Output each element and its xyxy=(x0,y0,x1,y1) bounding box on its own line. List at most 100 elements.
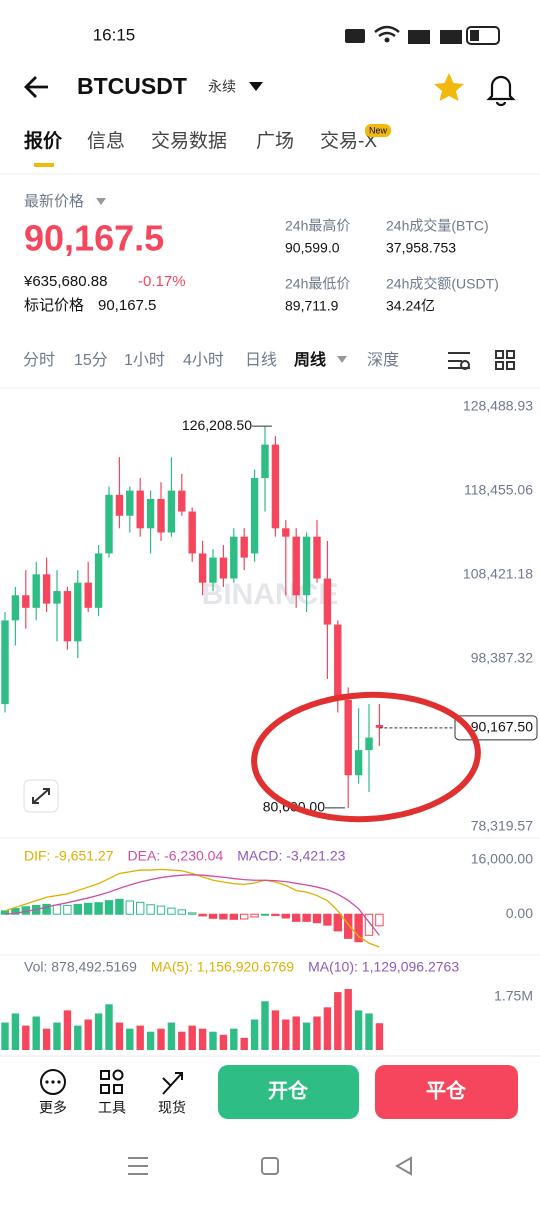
interval[interactable]: 深度 xyxy=(367,351,399,369)
volume-bar xyxy=(1,1022,9,1050)
close-label: 平仓 xyxy=(426,1078,467,1102)
volume-bar xyxy=(167,1022,176,1050)
nav-back[interactable] xyxy=(394,1156,412,1176)
more-button[interactable]: 更多 xyxy=(39,1069,67,1116)
last-price: 90,167.5 xyxy=(24,218,164,259)
volume-bar xyxy=(11,1013,20,1050)
tab[interactable]: 交易-X xyxy=(320,130,377,152)
tab[interactable]: 报价 xyxy=(24,129,63,152)
candle-body xyxy=(271,444,280,529)
candle-body xyxy=(198,553,207,583)
interval[interactable]: 周线 xyxy=(294,350,326,369)
volume-bar xyxy=(261,1001,269,1050)
interval[interactable]: 1小时 xyxy=(124,351,165,369)
interval[interactable]: 日线 xyxy=(245,351,277,369)
volume-bar xyxy=(115,1022,124,1050)
price-dropdown[interactable] xyxy=(96,198,106,205)
candle-body xyxy=(63,591,72,642)
candle-body xyxy=(230,536,238,579)
more-label: 更多 xyxy=(39,1100,67,1116)
y-tick-label: 98,387.32 xyxy=(471,650,533,666)
interval[interactable]: 15分 xyxy=(74,351,108,369)
macd-bar xyxy=(364,913,374,936)
nav-home[interactable] xyxy=(261,1157,279,1175)
macd-bar xyxy=(208,913,218,919)
candle-body xyxy=(167,490,176,533)
indicator-label: MA(5): 1,156,920.6769 xyxy=(151,959,294,975)
macd-bar xyxy=(250,913,259,918)
alert-bell[interactable] xyxy=(486,75,516,107)
interval[interactable]: 分时 xyxy=(23,351,55,369)
candle-body xyxy=(84,582,92,608)
status-icons xyxy=(345,25,500,45)
macd-bar xyxy=(333,913,343,932)
volume-bar xyxy=(230,1028,238,1050)
volume-bar xyxy=(365,1013,373,1050)
candle-body xyxy=(136,490,144,529)
stat-value: 37,958.753 xyxy=(386,240,456,256)
candle-body xyxy=(105,494,113,554)
indicator-label: MA(10): 1,129,096.2763 xyxy=(308,959,459,975)
candle-body xyxy=(250,478,259,554)
back-button[interactable] xyxy=(24,76,48,98)
badge xyxy=(365,124,391,137)
macd-bar xyxy=(156,905,166,915)
close-button[interactable] xyxy=(375,1065,518,1119)
candle-body xyxy=(292,536,300,596)
indicator-label: MACD: -3,421.23 xyxy=(237,848,345,864)
stat-label: 24h最高价 xyxy=(285,218,350,234)
last-price-label: 90,167.50 xyxy=(471,719,533,735)
macd-bar xyxy=(94,902,103,915)
charts: 128,488.93 118,455.06 108,421.18 98,387.32 7… xyxy=(0,398,538,1050)
contract-type[interactable]: 永续 xyxy=(208,79,236,95)
volume-bar xyxy=(136,1025,144,1050)
stat-value: 89,711.9 xyxy=(285,298,339,314)
candle-body xyxy=(32,574,40,608)
volume-bar xyxy=(271,1010,280,1050)
macd-bar xyxy=(344,913,353,939)
indicator-label: DIF: -9,651.27 xyxy=(24,848,114,864)
nav-menu[interactable] xyxy=(128,1157,148,1175)
y-tick-label: 78,319.57 xyxy=(471,818,533,834)
candle-body xyxy=(375,725,384,728)
macd-bar xyxy=(312,913,322,924)
interval[interactable]: 4小时 xyxy=(183,351,224,369)
y-tick-label: 16,000.00 xyxy=(471,851,533,867)
tab[interactable]: 广场 xyxy=(256,130,294,152)
candle-body xyxy=(240,536,248,558)
candle-body xyxy=(53,591,61,604)
y-tick-label: 108,421.18 xyxy=(463,566,533,582)
macd-bar xyxy=(125,900,134,915)
candle-body xyxy=(354,750,363,776)
clock: 16:15 xyxy=(93,25,136,44)
volume-bar xyxy=(334,992,342,1050)
tab[interactable]: 交易数据 xyxy=(151,130,227,152)
candle-body xyxy=(178,490,186,512)
volume-bar xyxy=(157,1028,165,1050)
chart-settings[interactable] xyxy=(448,350,515,370)
tabs: 报价 信息 交易数据 广场 交易-X xyxy=(24,129,377,152)
candle-body xyxy=(302,536,311,596)
volume-bar xyxy=(178,1031,186,1050)
volume-bar xyxy=(146,1031,155,1050)
volume-bar xyxy=(209,1031,217,1050)
symbol: BTCUSDT xyxy=(77,73,187,99)
macd-bar xyxy=(323,913,332,926)
fullscreen-button[interactable] xyxy=(23,779,59,813)
volume-bar xyxy=(126,1028,134,1050)
favorite-star[interactable] xyxy=(434,73,464,101)
volume-bar xyxy=(313,1016,321,1050)
tools-button[interactable]: 工具 xyxy=(98,1069,126,1116)
candle-body xyxy=(261,444,269,479)
macd-bar xyxy=(219,913,228,920)
open-button[interactable] xyxy=(218,1065,359,1119)
macd-bar xyxy=(240,913,249,920)
stat-label: 24h最低价 xyxy=(285,276,350,292)
interval-dropdown[interactable] xyxy=(337,356,347,363)
macd-bar xyxy=(188,912,197,915)
dropdown-arrow[interactable] xyxy=(249,82,263,91)
spot-button[interactable]: 现货 xyxy=(158,1072,186,1116)
macd-bar xyxy=(52,904,62,915)
tab[interactable]: 信息 xyxy=(87,130,125,152)
